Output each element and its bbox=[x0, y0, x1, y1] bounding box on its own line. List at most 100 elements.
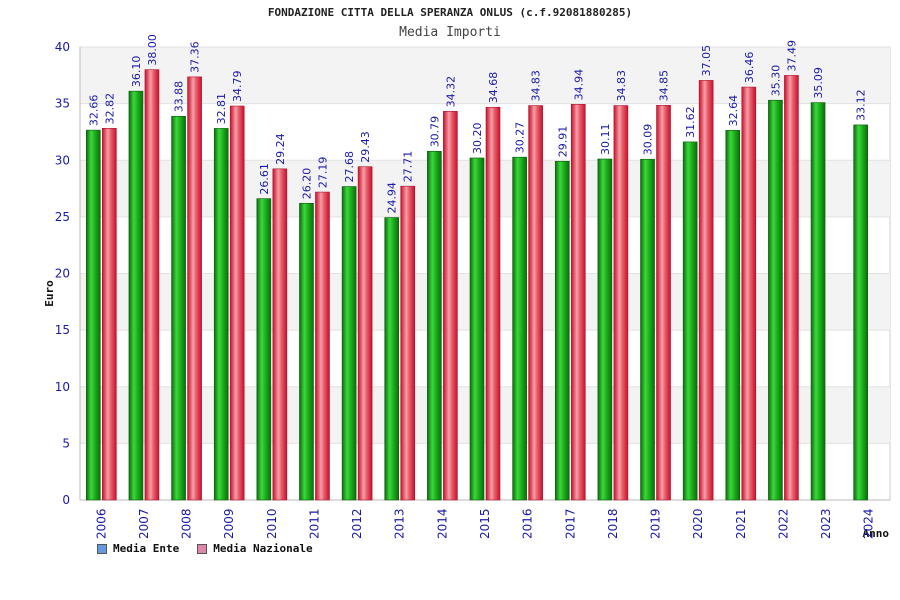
data-label-media-nazionale: 32.82 bbox=[103, 93, 116, 125]
bar-media-nazionale bbox=[485, 106, 501, 501]
data-label-media-nazionale: 34.83 bbox=[615, 70, 628, 102]
data-label-media-ente: 35.09 bbox=[812, 67, 825, 99]
bar-media-ente bbox=[597, 158, 613, 501]
bar-media-ente bbox=[554, 160, 570, 501]
bar-media-nazionale bbox=[272, 168, 288, 501]
data-label-media-ente: 31.62 bbox=[684, 106, 697, 138]
bar-media-ente bbox=[640, 158, 655, 501]
bar-media-ente bbox=[213, 128, 229, 501]
bar-media-ente bbox=[86, 129, 101, 501]
data-label-media-nazionale: 27.19 bbox=[316, 157, 329, 189]
bar-media-nazionale bbox=[357, 166, 373, 501]
y-tick-label: 5 bbox=[62, 436, 70, 450]
bar-media-nazionale bbox=[144, 69, 160, 501]
data-label-media-ente: 27.68 bbox=[343, 151, 356, 183]
legend-swatch-ente bbox=[97, 543, 107, 554]
data-label-media-ente: 30.79 bbox=[428, 116, 441, 148]
bar-media-nazionale bbox=[784, 75, 799, 501]
bar-media-nazionale bbox=[698, 80, 714, 501]
legend-label-nazionale: Media Nazionale bbox=[213, 542, 313, 555]
x-tick-label: 2015 bbox=[478, 508, 492, 539]
x-tick-label: 2020 bbox=[691, 508, 705, 539]
data-label-media-nazionale: 27.71 bbox=[402, 151, 415, 183]
data-label-media-nazionale: 34.85 bbox=[658, 70, 671, 102]
data-label-media-ente: 32.64 bbox=[727, 95, 740, 127]
legend-swatch-nazionale bbox=[197, 543, 208, 554]
data-label-media-ente: 29.91 bbox=[556, 126, 569, 158]
x-tick-label: 2024 bbox=[862, 508, 876, 539]
legend-item-nazionale: Media Nazionale bbox=[197, 542, 313, 555]
bar-media-nazionale bbox=[229, 105, 245, 501]
bar-media-ente bbox=[469, 157, 485, 501]
y-tick-label: 35 bbox=[55, 97, 70, 111]
data-label-media-nazionale: 37.05 bbox=[700, 45, 713, 77]
data-label-media-nazionale: 34.68 bbox=[487, 72, 500, 104]
bar-media-nazionale bbox=[102, 128, 117, 501]
x-tick-label: 2007 bbox=[137, 508, 151, 539]
x-tick-label: 2021 bbox=[734, 508, 748, 539]
x-tick-label: 2016 bbox=[521, 508, 535, 539]
bar-media-ente bbox=[341, 186, 357, 501]
bar-media-nazionale bbox=[443, 111, 458, 501]
bar-media-ente bbox=[427, 151, 442, 501]
data-label-media-ente: 26.20 bbox=[300, 168, 313, 200]
data-label-media-nazionale: 29.24 bbox=[274, 133, 287, 165]
bar-media-ente bbox=[725, 130, 741, 501]
y-tick-label: 40 bbox=[55, 40, 70, 54]
data-label-media-nazionale: 34.32 bbox=[444, 76, 457, 108]
chart-title: FONDAZIONE CITTA DELLA SPERANZA ONLUS (c… bbox=[267, 6, 633, 19]
bar-media-ente bbox=[682, 141, 698, 501]
data-label-media-nazionale: 34.94 bbox=[572, 69, 585, 101]
data-label-media-ente: 30.11 bbox=[599, 124, 612, 156]
chart-subtitle: Media Importi bbox=[399, 25, 501, 40]
bar-media-ente bbox=[810, 102, 826, 501]
x-tick-label: 2012 bbox=[350, 508, 364, 539]
x-tick-label: 2018 bbox=[606, 508, 620, 539]
x-tick-label: 2014 bbox=[435, 508, 449, 539]
x-tick-label: 2013 bbox=[393, 508, 407, 539]
x-tick-label: 2010 bbox=[265, 508, 279, 539]
data-label-media-ente: 30.09 bbox=[642, 124, 655, 156]
bar-media-nazionale bbox=[741, 86, 757, 501]
x-tick-label: 2009 bbox=[222, 508, 236, 539]
data-label-media-nazionale: 37.36 bbox=[189, 41, 202, 73]
legend-label-ente: Media Ente bbox=[113, 542, 180, 555]
bar-media-nazionale bbox=[613, 105, 629, 501]
bar-media-nazionale bbox=[400, 185, 416, 501]
legend: Media Ente Media Nazionale bbox=[97, 542, 313, 555]
bar-media-nazionale bbox=[570, 104, 586, 501]
x-tick-label: 2023 bbox=[819, 508, 833, 539]
x-axis-title: Anno bbox=[863, 527, 890, 540]
x-tick-label: 2011 bbox=[307, 508, 321, 539]
bar-media-ente bbox=[256, 198, 272, 501]
x-tick-label: 2006 bbox=[94, 508, 108, 539]
bar-media-ente bbox=[512, 156, 527, 501]
bar-media-ente bbox=[128, 90, 144, 501]
x-tick-label: 2019 bbox=[649, 508, 663, 539]
bar-media-nazionale bbox=[187, 76, 202, 501]
legend-item-ente: Media Ente bbox=[97, 542, 179, 555]
data-label-media-nazionale: 34.83 bbox=[530, 70, 543, 102]
y-axis-title: Euro bbox=[43, 280, 56, 307]
data-label-media-ente: 24.94 bbox=[386, 182, 399, 214]
bar-media-ente bbox=[299, 202, 314, 501]
data-label-media-nazionale: 36.46 bbox=[743, 52, 756, 84]
data-label-media-nazionale: 37.49 bbox=[785, 40, 798, 72]
data-label-media-ente: 33.88 bbox=[173, 81, 186, 113]
data-label-media-ente: 26.61 bbox=[258, 163, 271, 195]
bar-media-nazionale bbox=[315, 191, 330, 501]
y-tick-label: 10 bbox=[55, 380, 70, 394]
data-label-media-ente: 30.20 bbox=[471, 122, 484, 154]
data-label-media-nazionale: 34.79 bbox=[231, 71, 244, 102]
bar-media-nazionale bbox=[656, 105, 671, 501]
bar-media-ente bbox=[384, 217, 400, 501]
y-tick-label: 30 bbox=[55, 153, 70, 167]
data-label-media-nazionale: 29.43 bbox=[359, 131, 372, 163]
y-tick-label: 15 bbox=[55, 323, 70, 337]
data-label-media-ente: 30.27 bbox=[514, 122, 527, 154]
bar-media-ente bbox=[171, 116, 186, 501]
y-tick-label: 20 bbox=[55, 267, 70, 281]
data-label-media-ente: 32.66 bbox=[87, 95, 100, 127]
bar-media-nazionale bbox=[528, 105, 543, 501]
